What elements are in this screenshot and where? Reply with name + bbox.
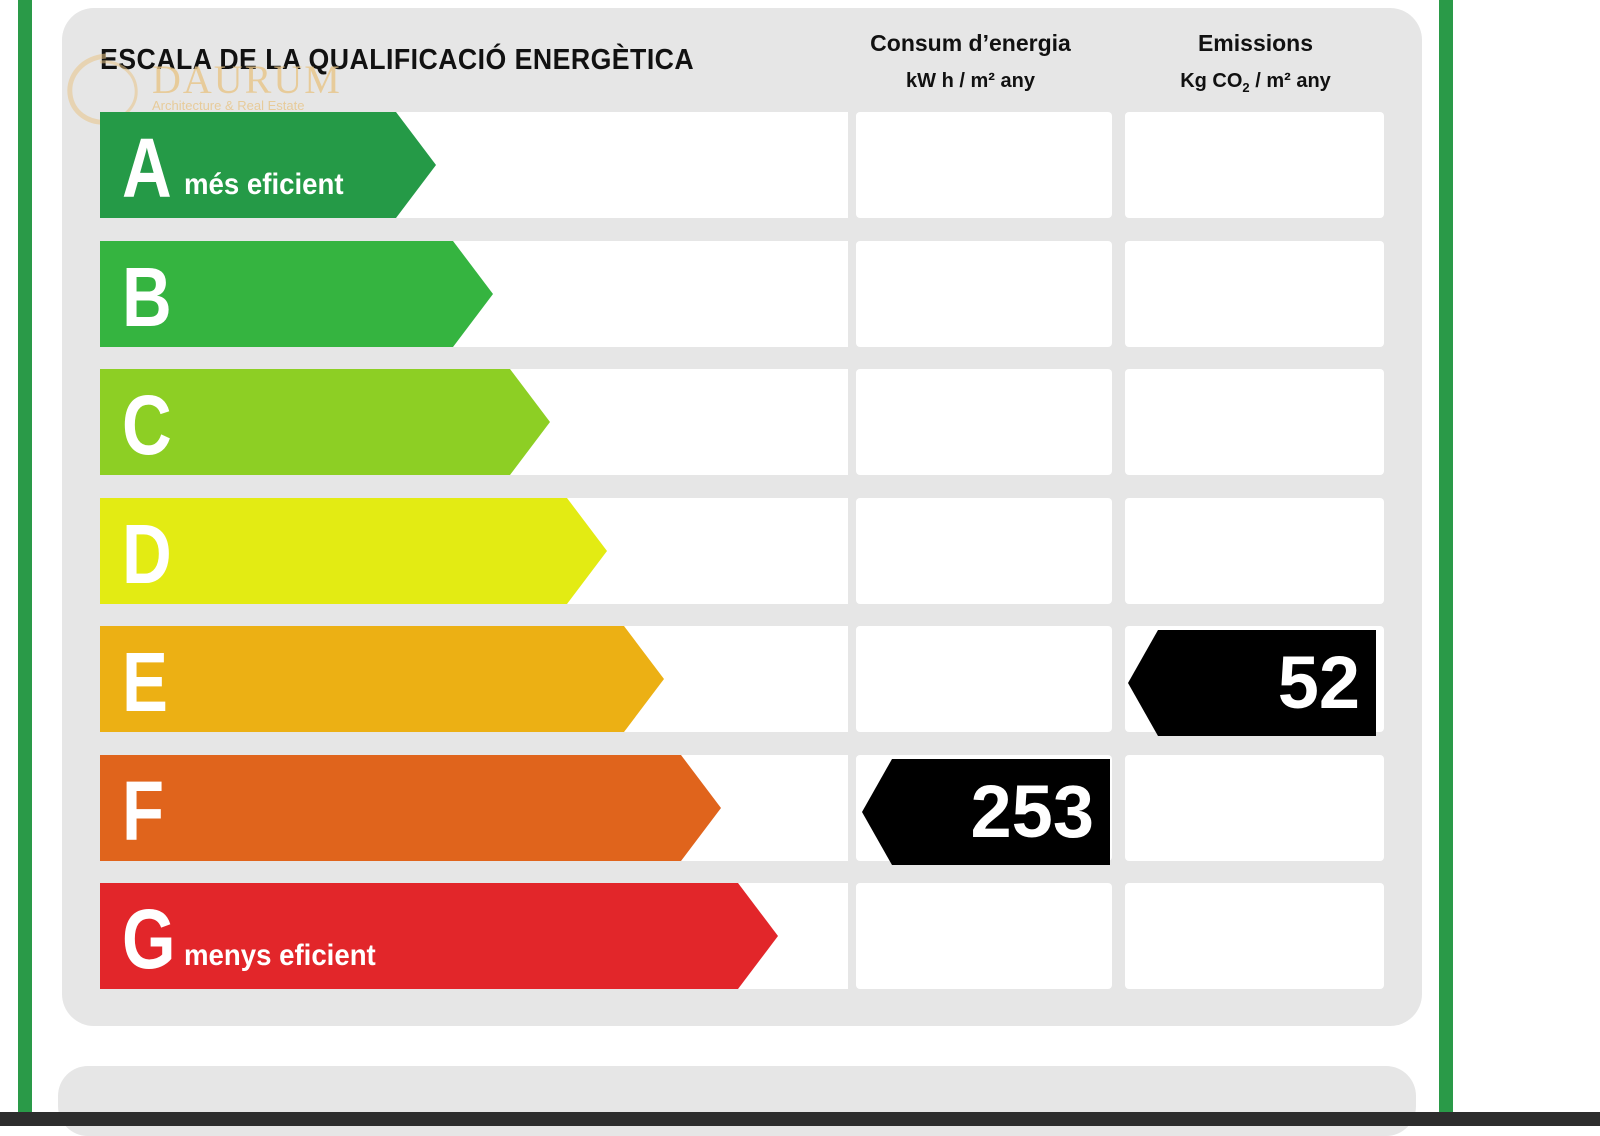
emissions-column-header: Emissions Kg CO2 / m² any bbox=[1138, 24, 1373, 107]
energy-class-row-e: E 52 bbox=[100, 626, 1384, 736]
class-arrow-d: D bbox=[100, 498, 607, 604]
energy-class-row-f: F 253 bbox=[100, 755, 1384, 865]
emissions-unit: Kg CO2 / m² any bbox=[1180, 70, 1331, 95]
energy-class-row-c: C bbox=[100, 369, 1384, 475]
consumption-cell bbox=[856, 498, 1112, 604]
emissions-rating-value: 52 bbox=[1277, 641, 1360, 724]
class-letter: C bbox=[122, 378, 172, 472]
consumption-cell bbox=[856, 626, 1112, 732]
emissions-cell bbox=[1125, 883, 1384, 989]
consumption-rating-value: 253 bbox=[970, 770, 1094, 853]
right-border-line bbox=[1439, 0, 1453, 1126]
consumption-unit: kW h / m² any bbox=[906, 70, 1035, 92]
energy-class-row-d: D bbox=[100, 498, 1384, 604]
emissions-cell bbox=[1125, 755, 1384, 861]
consumption-column-header: Consum d’energia kW h / m² any bbox=[858, 24, 1083, 100]
emissions-cell bbox=[1125, 112, 1384, 218]
emissions-label: Emissions bbox=[1197, 30, 1314, 56]
class-letter: B bbox=[122, 250, 172, 344]
consumption-cell bbox=[856, 112, 1112, 218]
class-letter: E bbox=[122, 635, 168, 729]
emissions-cell bbox=[1125, 498, 1384, 604]
consumption-label: Consum d’energia bbox=[870, 30, 1071, 56]
class-arrow-c: C bbox=[100, 369, 550, 475]
watermark-name: DAURUM bbox=[152, 57, 342, 102]
class-arrow-b: B bbox=[100, 241, 493, 347]
emissions-rating-marker: 52 bbox=[1128, 630, 1376, 736]
class-arrow-f: F bbox=[100, 755, 721, 861]
class-letter: F bbox=[122, 764, 165, 858]
consumption-cell bbox=[856, 369, 1112, 475]
consumption-cell bbox=[856, 883, 1112, 989]
emissions-cell bbox=[1125, 241, 1384, 347]
consumption-rating-marker: 253 bbox=[862, 759, 1110, 865]
left-border-line bbox=[18, 0, 32, 1126]
class-sublabel: més eficient bbox=[184, 168, 344, 201]
bottom-bar bbox=[0, 1112, 1600, 1126]
class-letter: D bbox=[122, 507, 172, 601]
watermark-tagline: Architecture & Real Estate bbox=[152, 98, 305, 113]
page-title: ESCALA DE LA QUALIFICACIÓ ENERGÈTICA bbox=[100, 44, 695, 76]
class-arrow-e: E bbox=[100, 626, 664, 732]
class-letter: G bbox=[122, 892, 176, 986]
class-sublabel: menys eficient bbox=[184, 939, 376, 972]
emissions-cell bbox=[1125, 369, 1384, 475]
energy-class-row-b: B bbox=[100, 241, 1384, 347]
class-letter: A bbox=[122, 121, 172, 215]
consumption-cell bbox=[856, 241, 1112, 347]
